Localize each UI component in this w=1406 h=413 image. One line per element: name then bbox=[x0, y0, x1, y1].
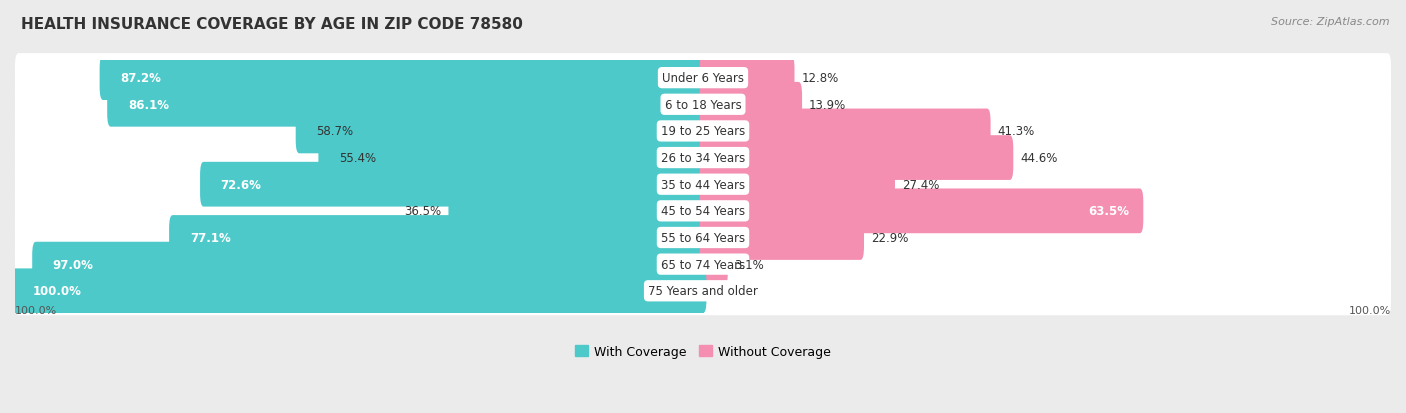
Text: 100.0%: 100.0% bbox=[32, 285, 82, 297]
Text: HEALTH INSURANCE COVERAGE BY AGE IN ZIP CODE 78580: HEALTH INSURANCE COVERAGE BY AGE IN ZIP … bbox=[21, 17, 523, 31]
FancyBboxPatch shape bbox=[700, 83, 801, 127]
FancyBboxPatch shape bbox=[100, 56, 706, 101]
Text: 58.7%: 58.7% bbox=[316, 125, 353, 138]
Text: 87.2%: 87.2% bbox=[121, 72, 162, 85]
Text: 22.9%: 22.9% bbox=[870, 231, 908, 244]
Text: 45 to 54 Years: 45 to 54 Years bbox=[661, 205, 745, 218]
Legend: With Coverage, Without Coverage: With Coverage, Without Coverage bbox=[571, 340, 835, 363]
Text: 55 to 64 Years: 55 to 64 Years bbox=[661, 231, 745, 244]
Text: 41.3%: 41.3% bbox=[997, 125, 1035, 138]
Text: 12.8%: 12.8% bbox=[801, 72, 838, 85]
Text: 77.1%: 77.1% bbox=[190, 231, 231, 244]
Text: 26 to 34 Years: 26 to 34 Years bbox=[661, 152, 745, 165]
Text: 44.6%: 44.6% bbox=[1021, 152, 1057, 165]
FancyBboxPatch shape bbox=[169, 216, 706, 260]
Text: 3.1%: 3.1% bbox=[735, 258, 765, 271]
FancyBboxPatch shape bbox=[700, 189, 1143, 234]
Text: 72.6%: 72.6% bbox=[221, 178, 262, 191]
Text: 75 Years and older: 75 Years and older bbox=[648, 285, 758, 297]
FancyBboxPatch shape bbox=[200, 162, 706, 207]
FancyBboxPatch shape bbox=[295, 109, 706, 154]
FancyBboxPatch shape bbox=[15, 107, 1391, 156]
FancyBboxPatch shape bbox=[107, 83, 706, 127]
Text: 100.0%: 100.0% bbox=[15, 305, 58, 315]
Text: 36.5%: 36.5% bbox=[405, 205, 441, 218]
FancyBboxPatch shape bbox=[15, 54, 1391, 103]
FancyBboxPatch shape bbox=[15, 240, 1391, 289]
Text: 19 to 25 Years: 19 to 25 Years bbox=[661, 125, 745, 138]
FancyBboxPatch shape bbox=[700, 56, 794, 101]
Text: 27.4%: 27.4% bbox=[901, 178, 939, 191]
Text: 6 to 18 Years: 6 to 18 Years bbox=[665, 99, 741, 112]
Text: 63.5%: 63.5% bbox=[1088, 205, 1129, 218]
FancyBboxPatch shape bbox=[15, 267, 1391, 316]
FancyBboxPatch shape bbox=[15, 187, 1391, 236]
Text: 100.0%: 100.0% bbox=[1348, 305, 1391, 315]
Text: Source: ZipAtlas.com: Source: ZipAtlas.com bbox=[1271, 17, 1389, 26]
Text: 65 to 74 Years: 65 to 74 Years bbox=[661, 258, 745, 271]
FancyBboxPatch shape bbox=[15, 81, 1391, 130]
FancyBboxPatch shape bbox=[700, 216, 865, 260]
FancyBboxPatch shape bbox=[449, 189, 706, 234]
FancyBboxPatch shape bbox=[15, 160, 1391, 209]
FancyBboxPatch shape bbox=[700, 162, 896, 207]
Text: 55.4%: 55.4% bbox=[339, 152, 377, 165]
FancyBboxPatch shape bbox=[700, 136, 1014, 180]
FancyBboxPatch shape bbox=[318, 136, 706, 180]
FancyBboxPatch shape bbox=[11, 269, 706, 313]
FancyBboxPatch shape bbox=[700, 242, 728, 287]
Text: 86.1%: 86.1% bbox=[128, 99, 169, 112]
FancyBboxPatch shape bbox=[32, 242, 706, 287]
Text: 35 to 44 Years: 35 to 44 Years bbox=[661, 178, 745, 191]
FancyBboxPatch shape bbox=[700, 109, 991, 154]
FancyBboxPatch shape bbox=[15, 214, 1391, 262]
Text: Under 6 Years: Under 6 Years bbox=[662, 72, 744, 85]
Text: 13.9%: 13.9% bbox=[808, 99, 846, 112]
FancyBboxPatch shape bbox=[15, 134, 1391, 183]
Text: 97.0%: 97.0% bbox=[53, 258, 94, 271]
